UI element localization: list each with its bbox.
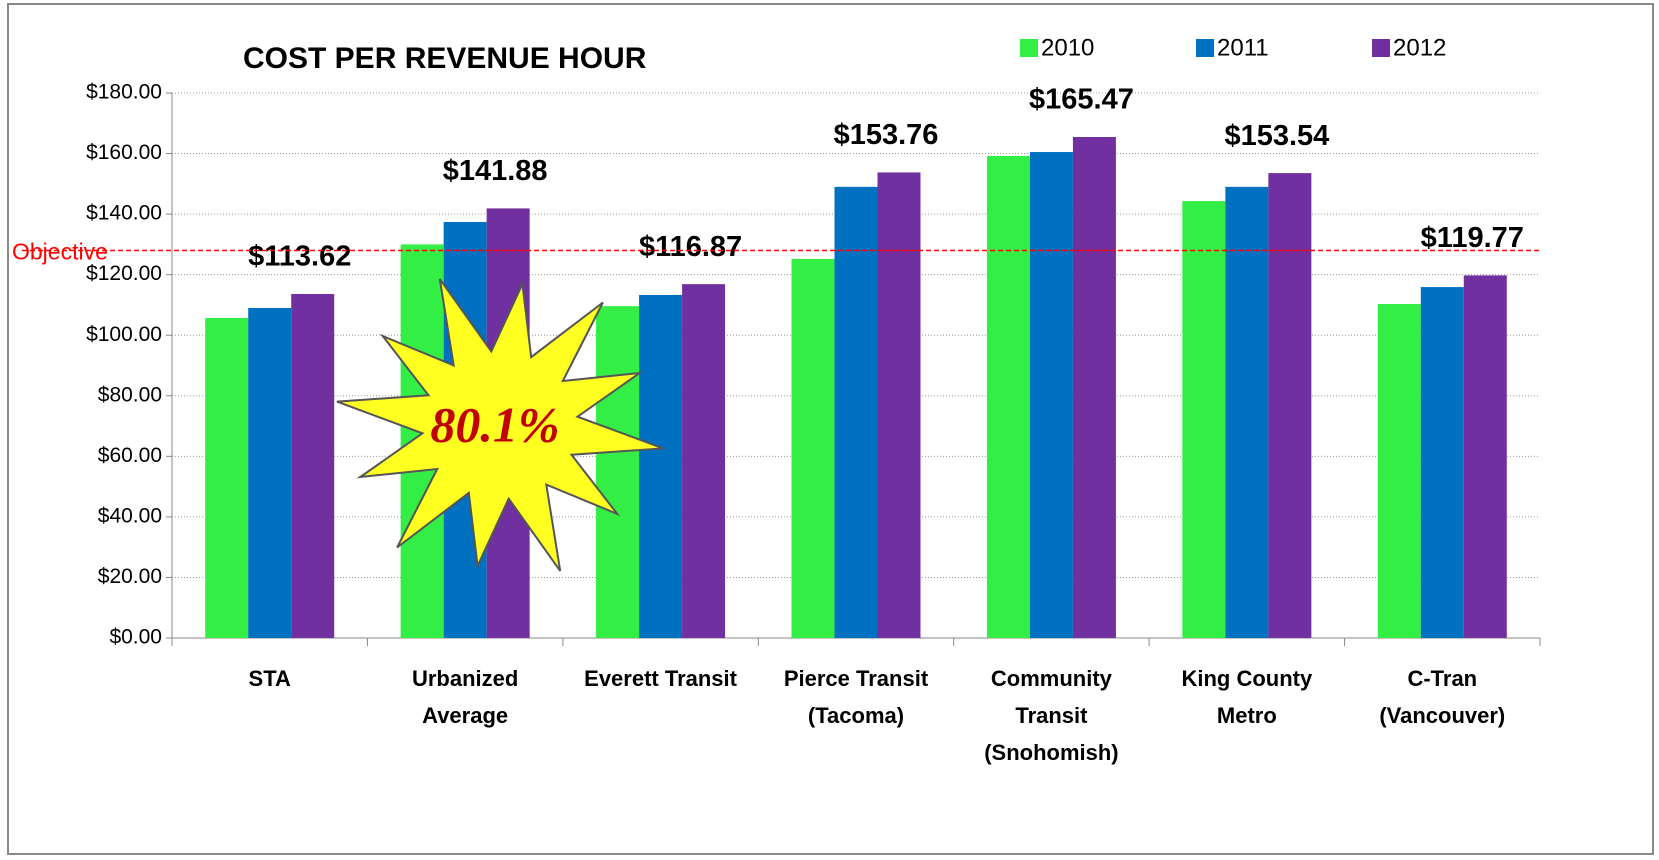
legend-label: 2010 (1041, 34, 1094, 61)
x-tick-label: Urbanized Average (411, 666, 519, 728)
bar (1420, 287, 1464, 638)
starburst (336, 278, 664, 572)
legend-swatch (1020, 39, 1038, 57)
data-label: $116.87 (639, 231, 742, 263)
bar (682, 284, 726, 638)
bar (1377, 304, 1421, 638)
data-label: $141.88 (443, 155, 548, 187)
bar (834, 186, 878, 638)
bar (1463, 275, 1507, 638)
legend-label: 2012 (1393, 34, 1446, 61)
y-tick-label: $20.00 (98, 565, 162, 588)
bar (639, 294, 683, 638)
y-tick-label: $180.00 (86, 81, 162, 104)
x-tick-label: Pierce Transit (Tacoma) (783, 666, 929, 728)
data-label: $113.62 (248, 241, 351, 273)
y-tick-label: $40.00 (98, 504, 162, 527)
x-tick-label: Community Transit (Snohomish) (984, 666, 1119, 765)
y-tick-label: $0.00 (109, 626, 162, 649)
bar (986, 155, 1030, 638)
bar (1029, 152, 1073, 638)
bar (1072, 136, 1116, 639)
bar (1268, 173, 1312, 639)
data-label: $153.76 (834, 119, 939, 151)
x-tick-label: C-Tran (Vancouver) (1379, 666, 1506, 728)
bar (1225, 186, 1269, 638)
data-label: $165.47 (1029, 84, 1134, 116)
objective-label: Objective (12, 239, 108, 265)
bar (291, 293, 335, 638)
bar (791, 258, 835, 638)
data-label: $153.54 (1224, 120, 1329, 152)
chart-title: COST PER REVENUE HOUR (243, 42, 647, 75)
y-tick-label: $80.00 (98, 383, 162, 406)
x-tick-label: STA (248, 666, 291, 691)
y-tick-label: $120.00 (86, 262, 162, 285)
data-label: $119.77 (1421, 222, 1524, 254)
y-tick-label: $60.00 (98, 444, 162, 467)
legend-swatch (1372, 39, 1390, 57)
annotation: 80.1% (430, 396, 559, 452)
x-tick-label: Everett Transit (584, 666, 737, 691)
legend-label: 2011 (1217, 34, 1269, 61)
bar (248, 307, 292, 638)
y-tick-label: $160.00 (86, 141, 162, 164)
y-tick-label: $140.00 (86, 202, 162, 225)
bar (596, 306, 640, 638)
x-tick-label: King County Metro (1181, 666, 1313, 728)
y-tick-label: $100.00 (86, 323, 162, 346)
bar (1182, 201, 1226, 638)
bar (205, 317, 249, 638)
legend-swatch (1196, 39, 1214, 57)
bar (877, 172, 921, 638)
